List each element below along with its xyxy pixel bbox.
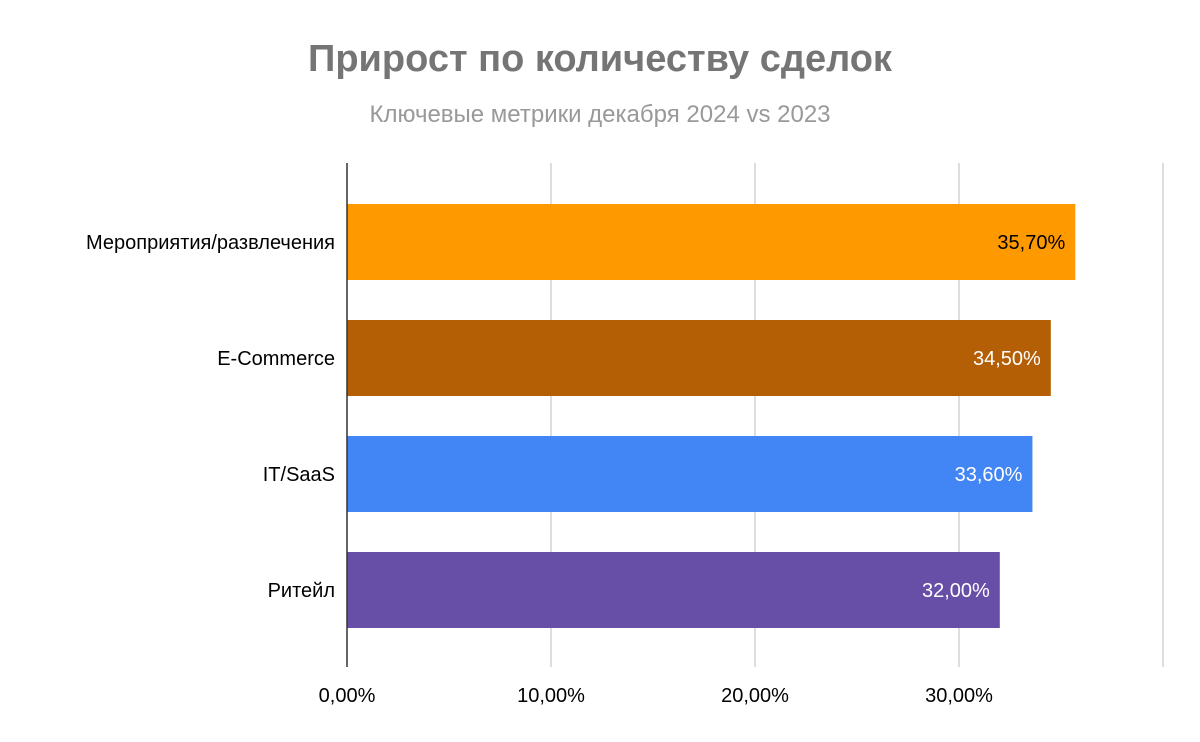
data-label: 33,60% xyxy=(955,464,1023,486)
bar xyxy=(347,320,1051,396)
category-label: IT/SaaS xyxy=(263,464,335,486)
x-tick-label: 10,00% xyxy=(517,685,585,707)
bar xyxy=(347,552,1000,628)
chart-title: Прирост по количеству сделок xyxy=(308,38,892,80)
data-label: 35,70% xyxy=(997,232,1065,254)
x-tick-label: 0,00% xyxy=(319,685,376,707)
category-label: Мероприятия/развлечения xyxy=(86,232,335,254)
data-label: 32,00% xyxy=(922,580,990,602)
data-label: 34,50% xyxy=(973,348,1041,370)
bar xyxy=(347,204,1076,280)
bar xyxy=(347,436,1033,512)
category-label: Ритейл xyxy=(268,580,335,602)
chart-subtitle: Ключевые метрики декабря 2024 vs 2023 xyxy=(369,101,831,128)
x-tick-label: 20,00% xyxy=(721,685,789,707)
x-tick-label: 30,00% xyxy=(925,685,993,707)
category-label: E-Commerce xyxy=(217,348,335,370)
